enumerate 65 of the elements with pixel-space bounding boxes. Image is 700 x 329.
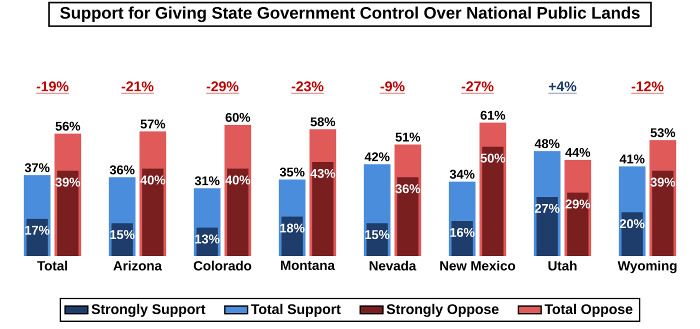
text: -27% [462, 81, 494, 92]
bar [652, 170, 674, 256]
data-label: 43% [310, 168, 336, 178]
text: -21% [122, 81, 154, 92]
data-label: 27% [534, 204, 560, 213]
text: +4% [548, 81, 576, 92]
bar [57, 170, 79, 256]
x-tick-label: Wyoming [618, 260, 676, 274]
bar [142, 168, 164, 256]
data-label: 17% [25, 226, 50, 235]
bar [567, 192, 589, 256]
x-tick-label: Nevada [370, 260, 416, 270]
bar [622, 212, 643, 256]
x-tick-label: New Mexico [440, 260, 516, 270]
data-label: 53% [650, 128, 676, 138]
data-label: 40% [225, 176, 250, 184]
bar [397, 177, 418, 256]
data-label: 39% [650, 178, 676, 187]
legend-label: Strongly Support [92, 304, 206, 317]
text: -9% [380, 81, 405, 92]
legend-label: Strongly Oppose [386, 304, 499, 317]
text: -12% [632, 81, 664, 92]
x-tick-label: Arizona [113, 260, 162, 270]
text: -29% [206, 81, 238, 92]
data-label: 34% [450, 170, 475, 179]
text: -23% [292, 81, 324, 92]
bar [482, 146, 504, 256]
text: -19% [36, 81, 68, 92]
bar [536, 196, 558, 256]
data-label: 41% [620, 154, 645, 164]
data-label: 51% [396, 132, 420, 142]
data-label: 18% [280, 224, 305, 233]
bar [282, 216, 303, 256]
data-label: 61% [480, 110, 506, 120]
chart-title: Support for Giving State Government Control Over National Public Lands [60, 6, 640, 22]
data-label: 48% [534, 139, 560, 148]
legend-label: Total Oppose [544, 304, 632, 317]
data-label: 31% [194, 176, 220, 186]
data-label: 35% [280, 168, 305, 177]
x-tick-label: Total [37, 260, 67, 270]
data-label: 15% [110, 230, 135, 240]
x-tick-label: Utah [548, 260, 576, 270]
data-label: 60% [226, 112, 250, 122]
data-label: 36% [395, 184, 420, 194]
data-label: 39% [55, 178, 80, 187]
bar [312, 162, 334, 256]
data-label: 50% [480, 154, 506, 163]
data-label: 56% [56, 122, 80, 131]
data-label: 20% [620, 219, 645, 228]
data-label: 16% [450, 228, 475, 237]
bar [26, 218, 48, 256]
data-label: 13% [195, 234, 220, 244]
data-label: 29% [566, 200, 590, 209]
data-label: 42% [364, 152, 390, 162]
data-label: 44% [565, 148, 590, 157]
data-label: 57% [140, 120, 166, 128]
data-label: 15% [365, 230, 390, 240]
data-label: 36% [110, 165, 135, 174]
data-label: 37% [24, 163, 50, 172]
data-label: 58% [310, 117, 336, 126]
legend-label: Total Support [251, 304, 341, 317]
x-tick-label: Montana [280, 260, 336, 270]
x-tick-label: Colorado [194, 260, 252, 270]
data-label: 40% [140, 176, 166, 184]
bar [227, 168, 248, 256]
